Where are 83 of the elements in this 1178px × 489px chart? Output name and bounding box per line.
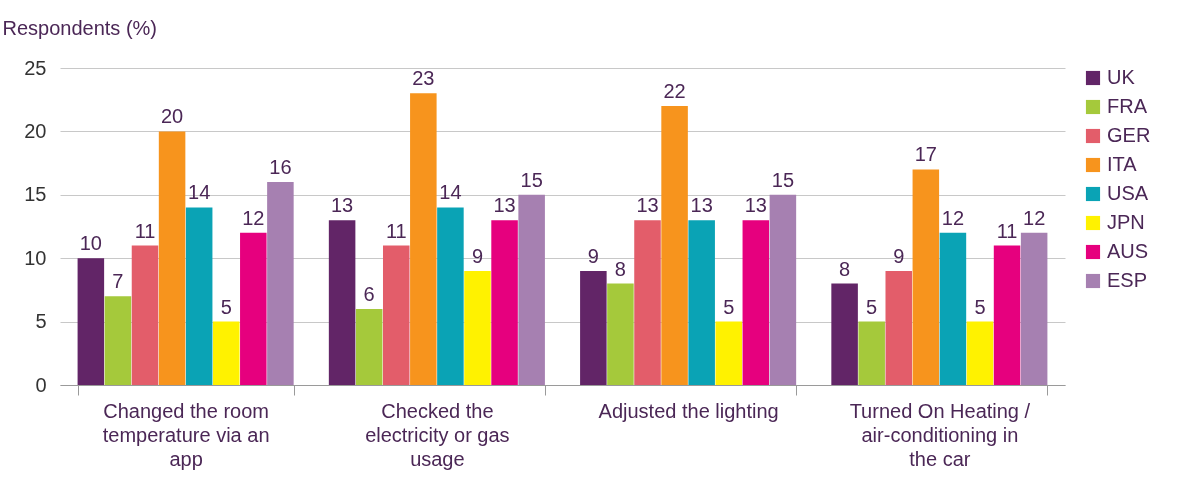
bar xyxy=(267,182,294,385)
bar xyxy=(131,245,159,385)
y-tick-label: 25 xyxy=(24,56,47,79)
data-label: 15 xyxy=(771,168,795,191)
bar xyxy=(661,106,688,385)
data-label: 23 xyxy=(412,67,435,90)
bar xyxy=(104,296,132,385)
data-label: 13 xyxy=(744,194,767,217)
data-label: 6 xyxy=(363,282,375,305)
legend-label: GER xyxy=(1107,124,1151,146)
legend-label: FRA xyxy=(1107,95,1148,117)
bar xyxy=(328,220,356,385)
bar xyxy=(831,283,858,385)
bar xyxy=(607,283,634,385)
bar xyxy=(858,321,885,385)
data-label: 10 xyxy=(79,232,102,255)
bar xyxy=(77,258,105,385)
data-label: 13 xyxy=(330,194,354,217)
bar xyxy=(688,220,715,385)
y-tick-label: 20 xyxy=(24,119,47,142)
bar xyxy=(769,194,797,385)
data-label: 20 xyxy=(160,105,184,128)
x-tick-label: Adjusted the lighting xyxy=(598,399,779,422)
bar xyxy=(1020,232,1048,385)
bar xyxy=(240,232,267,385)
legend-label: ITA xyxy=(1107,153,1138,175)
data-label: 9 xyxy=(471,244,484,267)
bar xyxy=(966,321,994,385)
data-label: 8 xyxy=(614,257,626,280)
y-tick-label: 15 xyxy=(24,183,47,206)
bar xyxy=(491,220,518,385)
legend-label: AUS xyxy=(1107,240,1149,262)
data-label: 14 xyxy=(439,181,462,204)
bar xyxy=(464,270,491,385)
y-axis-title: Respondents (%) xyxy=(2,16,158,39)
data-label: 17 xyxy=(914,143,937,166)
bar xyxy=(212,321,240,385)
bar xyxy=(437,207,464,385)
data-label: 13 xyxy=(690,194,713,217)
data-label: 14 xyxy=(188,181,211,204)
data-label: 12 xyxy=(1023,206,1046,229)
data-label: 7 xyxy=(112,270,124,293)
bar xyxy=(715,321,743,385)
bar xyxy=(634,220,661,385)
data-label: 12 xyxy=(242,206,265,229)
bar xyxy=(355,308,383,385)
bar xyxy=(939,232,967,385)
y-tick-label: 0 xyxy=(35,373,47,396)
data-label: 5 xyxy=(220,295,232,318)
data-label: 12 xyxy=(941,206,965,229)
data-label: 11 xyxy=(385,219,407,242)
data-label: 9 xyxy=(587,244,599,267)
legend-label: USA xyxy=(1107,182,1149,204)
bar xyxy=(185,207,213,385)
data-label: 5 xyxy=(723,295,735,318)
x-tick-label: Turned On Heating / air-conditioning in the car xyxy=(849,399,1031,470)
bar xyxy=(580,270,607,385)
data-label: 5 xyxy=(866,295,878,318)
bar xyxy=(912,169,940,385)
data-label: 13 xyxy=(636,194,659,217)
y-tick-label: 5 xyxy=(35,310,47,333)
legend-label: JPN xyxy=(1107,211,1145,233)
bar xyxy=(158,131,186,385)
data-label: 11 xyxy=(134,219,156,242)
data-label: 9 xyxy=(893,244,905,267)
data-label: 5 xyxy=(974,295,986,318)
x-tick-label: Checked the electricity or gas usage xyxy=(365,399,510,470)
bar xyxy=(518,194,545,385)
legend-label: ESP xyxy=(1107,269,1148,291)
bar xyxy=(742,220,770,385)
legend-label: UK xyxy=(1107,66,1136,88)
y-tick-label: 10 xyxy=(24,246,47,269)
data-label: 16 xyxy=(269,156,292,179)
bar xyxy=(410,93,437,385)
bar xyxy=(382,245,410,385)
data-label: 15 xyxy=(520,168,543,191)
data-label: 8 xyxy=(839,257,851,280)
data-label: 13 xyxy=(493,194,516,217)
x-tick-label: Changed the room temperature via an app xyxy=(102,399,270,470)
data-label: 11 xyxy=(996,219,1018,242)
bar xyxy=(885,270,913,385)
data-label: 22 xyxy=(663,80,686,103)
bar xyxy=(993,245,1021,385)
